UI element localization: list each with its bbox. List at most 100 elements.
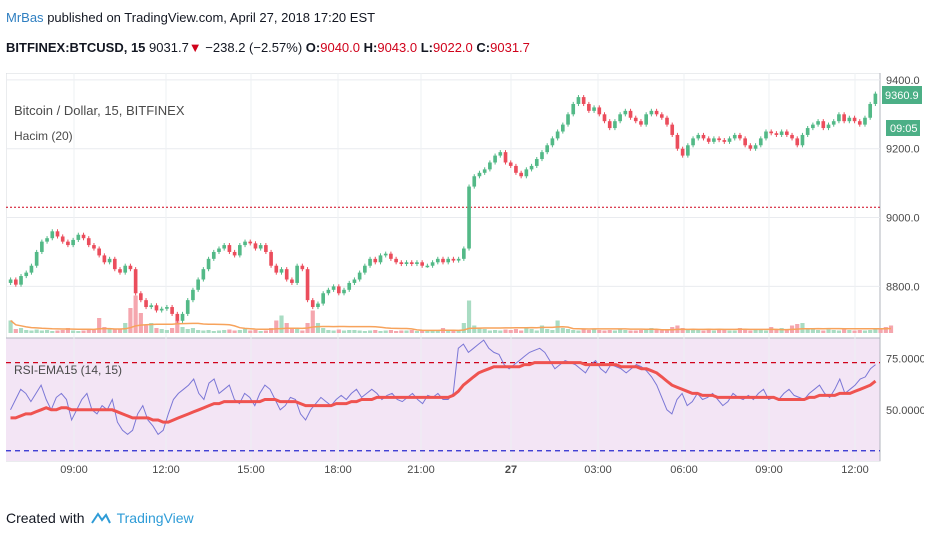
- tradingview-logo-icon: [90, 512, 111, 524]
- volume-bar: [550, 330, 555, 333]
- candle-body: [81, 234, 86, 239]
- candle-body: [159, 308, 164, 311]
- candle-body: [107, 258, 112, 263]
- candle-body: [649, 110, 654, 115]
- candle-body: [529, 165, 534, 170]
- volume-bar: [362, 331, 367, 333]
- candle-body: [550, 138, 555, 146]
- candle-body: [227, 245, 232, 252]
- candle-body: [175, 313, 180, 321]
- candle-body: [451, 258, 456, 261]
- candle-body: [363, 265, 367, 273]
- candle-body: [76, 234, 81, 240]
- volume-bar: [269, 328, 274, 333]
- volume-bar: [607, 330, 612, 333]
- volume-bar: [779, 328, 784, 333]
- volume-bar: [816, 330, 821, 333]
- volume-bar: [107, 328, 112, 333]
- time-tick-label: 12:00: [841, 464, 869, 476]
- volume-bar: [753, 329, 758, 333]
- candle-body: [717, 138, 721, 141]
- time-badge-text: 09:05: [890, 123, 918, 135]
- candle-body: [462, 248, 466, 259]
- candle-body: [92, 245, 96, 249]
- candle-body: [394, 258, 398, 263]
- candle-body: [764, 131, 768, 139]
- volume-bar: [612, 330, 617, 333]
- volume-bar: [326, 330, 331, 333]
- rsi-ema-line: [10, 361, 877, 424]
- volume-bar: [8, 320, 13, 333]
- candle-body: [633, 117, 638, 122]
- candle-body: [675, 134, 680, 149]
- candle-body: [118, 269, 122, 273]
- candle-body: [508, 162, 513, 166]
- volume-bar: [117, 328, 123, 333]
- volume-bar: [430, 330, 435, 333]
- candle-body: [644, 114, 648, 125]
- high-value: 9043.0: [377, 40, 418, 55]
- volume-bar: [185, 329, 190, 333]
- volume-bar: [628, 330, 633, 333]
- candle-body: [691, 138, 695, 146]
- candle-body: [196, 279, 200, 290]
- candle-body: [112, 258, 117, 270]
- time-tick-label: 15:00: [237, 464, 265, 476]
- candle-body: [316, 303, 320, 308]
- volume-bar: [331, 330, 336, 333]
- tradingview-brand[interactable]: TradingView: [116, 510, 194, 526]
- candle-body: [602, 114, 607, 122]
- candle-body: [493, 155, 497, 163]
- volume-bar: [493, 330, 498, 333]
- candle-body: [467, 186, 471, 249]
- candle-body: [170, 307, 174, 314]
- candle-body: [472, 176, 477, 187]
- candle-body: [805, 128, 810, 135]
- volume-bar: [685, 330, 690, 333]
- volume-bar: [487, 330, 492, 333]
- volume-bar: [623, 330, 628, 333]
- candle-body: [253, 243, 258, 249]
- volume-bar: [722, 330, 727, 333]
- volume-bar: [888, 325, 894, 333]
- author-link[interactable]: MrBas: [6, 10, 44, 25]
- volume-bar: [800, 323, 805, 333]
- candle-body: [284, 269, 289, 280]
- volume-bar: [659, 330, 664, 333]
- volume-bar: [732, 330, 737, 333]
- candle-body: [592, 107, 596, 111]
- price-tick-label: 9000.0: [886, 213, 920, 225]
- candle-body: [8, 279, 13, 283]
- low-label: L:: [420, 40, 434, 55]
- volume-bar: [805, 328, 810, 333]
- candle-body: [441, 258, 445, 263]
- candle-body: [686, 145, 690, 156]
- volume-bar: [545, 329, 550, 333]
- volume-bar: [654, 330, 659, 333]
- chart-container[interactable]: 9400.0 9200.0 9000.0 8800.0 75.0000 50.0000 …: [5, 72, 926, 485]
- volume-bar: [164, 330, 169, 333]
- candle-body: [40, 241, 44, 252]
- volume-bar: [399, 330, 404, 333]
- volume-bar: [597, 330, 602, 333]
- volume-bar: [357, 330, 362, 333]
- volume-bar: [862, 330, 868, 333]
- candle-body: [238, 245, 242, 256]
- volume-bar: [826, 329, 831, 333]
- volume-bar: [758, 330, 763, 333]
- volume-bar: [836, 330, 842, 333]
- candle-body: [456, 258, 461, 261]
- volume-bar: [86, 329, 91, 333]
- volume-bar: [310, 310, 315, 333]
- candle-body: [738, 134, 742, 139]
- candle-body: [71, 239, 75, 246]
- candle-body: [290, 279, 294, 283]
- candle-body: [60, 236, 65, 242]
- candle-body: [816, 121, 820, 125]
- candle-body: [430, 262, 435, 266]
- volume-bar: [727, 330, 732, 333]
- volume-bar: [591, 329, 597, 333]
- candle-body: [654, 110, 659, 115]
- close-label: C:: [476, 40, 491, 55]
